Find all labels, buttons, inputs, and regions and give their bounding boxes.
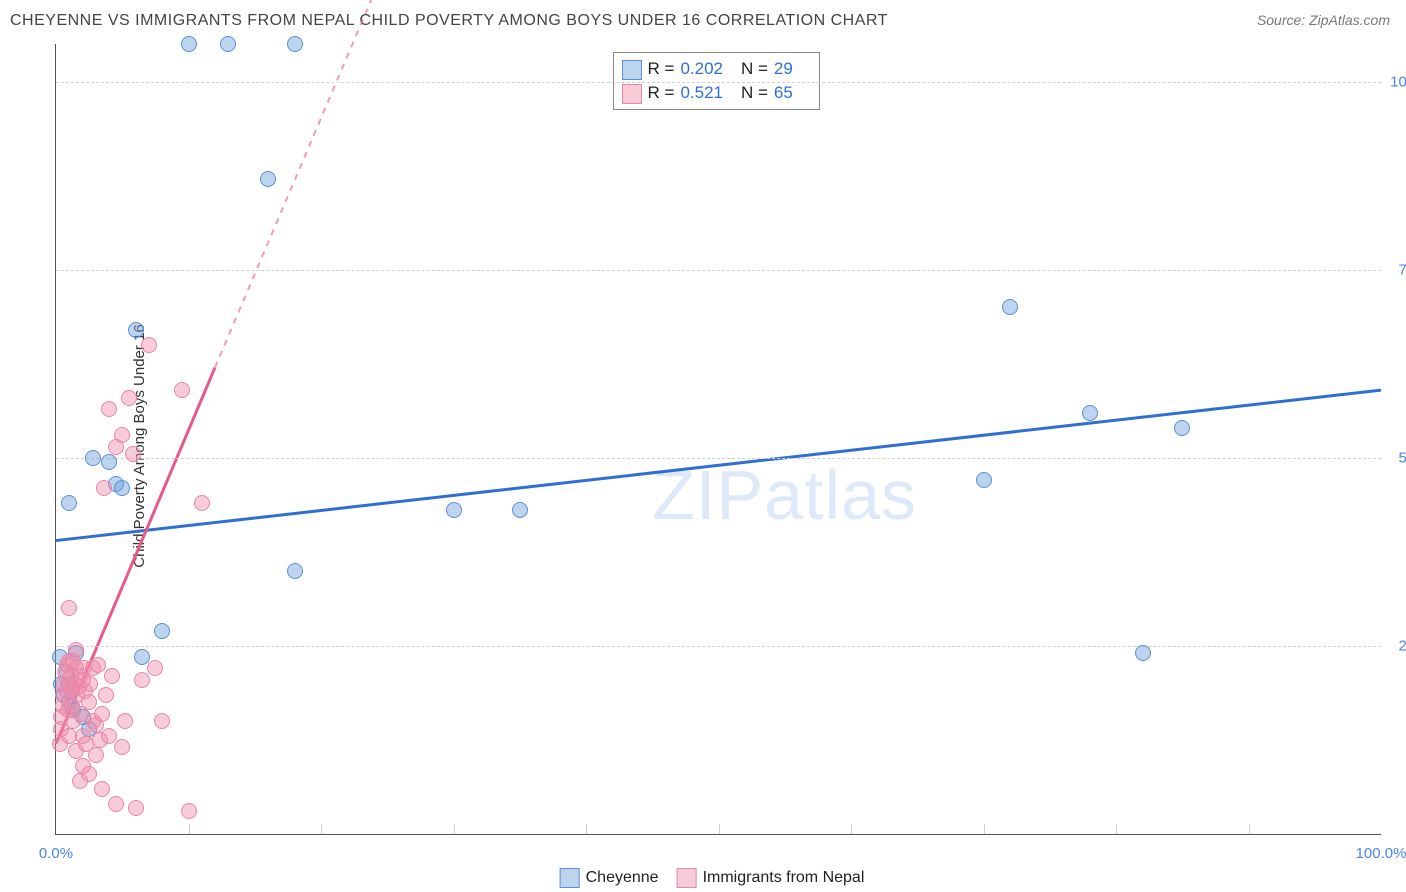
legend-swatch — [560, 868, 580, 888]
data-point — [68, 642, 84, 658]
data-point — [104, 668, 120, 684]
legend-n-label: N = — [741, 59, 768, 78]
data-point — [128, 322, 144, 338]
data-point — [181, 803, 197, 819]
data-point — [147, 660, 163, 676]
data-point — [114, 739, 130, 755]
y-tick-label: 75.0% — [1386, 261, 1406, 278]
data-point — [134, 649, 150, 665]
data-point — [101, 454, 117, 470]
x-minor-tick — [321, 824, 322, 834]
x-minor-tick — [719, 824, 720, 834]
legend-n-value: 29 — [774, 59, 793, 78]
data-point — [512, 502, 528, 518]
data-point — [134, 672, 150, 688]
y-tick-label: 100.0% — [1386, 73, 1406, 90]
data-point — [154, 623, 170, 639]
y-tick-label: 50.0% — [1386, 449, 1406, 466]
data-point — [61, 495, 77, 511]
legend-r-label: R = — [648, 83, 675, 102]
plot-area: ZIPatlas R =0.202N =29R =0.521N =65 25.0… — [55, 44, 1381, 835]
data-point — [101, 728, 117, 744]
x-minor-tick — [1116, 824, 1117, 834]
trend-lines — [56, 44, 1381, 834]
data-point — [94, 781, 110, 797]
x-minor-tick — [189, 824, 190, 834]
legend-r-value: 0.521 — [680, 83, 723, 102]
data-point — [141, 337, 157, 353]
data-point — [114, 480, 130, 496]
source-label: Source: ZipAtlas.com — [1257, 12, 1390, 28]
data-point — [1135, 645, 1151, 661]
data-point — [194, 495, 210, 511]
gridline-h — [56, 646, 1381, 647]
x-tick-label: 100.0% — [1356, 845, 1406, 862]
data-point — [287, 36, 303, 52]
legend-row: R = 0.202 N = 29 — [622, 57, 811, 81]
legend-series-label: Immigrants from Nepal — [703, 869, 865, 886]
x-minor-tick — [1249, 824, 1250, 834]
gridline-h — [56, 270, 1381, 271]
x-tick-label: 0.0% — [39, 845, 73, 862]
x-minor-tick — [586, 824, 587, 834]
data-point — [446, 502, 462, 518]
data-point — [125, 446, 141, 462]
legend-swatch — [677, 868, 697, 888]
legend-swatch — [622, 60, 642, 80]
data-point — [108, 796, 124, 812]
data-point — [85, 450, 101, 466]
data-point — [117, 713, 133, 729]
data-point — [1082, 405, 1098, 421]
legend-series-label: Cheyenne — [586, 869, 659, 886]
gridline-h — [56, 82, 1381, 83]
gridline-h — [56, 458, 1381, 459]
data-point — [81, 766, 97, 782]
data-point — [154, 713, 170, 729]
data-point — [90, 657, 106, 673]
data-point — [96, 480, 112, 496]
data-point — [82, 676, 98, 692]
legend-r-label: R = — [648, 59, 675, 78]
legend-row: R = 0.521 N = 65 — [622, 81, 811, 105]
data-point — [128, 800, 144, 816]
legend-n-label: N = — [741, 83, 768, 102]
x-minor-tick — [851, 824, 852, 834]
watermark: ZIPatlas — [652, 455, 917, 535]
data-point — [121, 390, 137, 406]
data-point — [976, 472, 992, 488]
chart-title: CHEYENNE VS IMMIGRANTS FROM NEPAL CHILD … — [10, 12, 888, 30]
legend-n-value: 65 — [774, 83, 793, 102]
data-point — [94, 706, 110, 722]
data-point — [98, 687, 114, 703]
data-point — [220, 36, 236, 52]
data-point — [1174, 420, 1190, 436]
x-minor-tick — [454, 824, 455, 834]
data-point — [114, 427, 130, 443]
data-point — [181, 36, 197, 52]
series-legend: Cheyenne Immigrants from Nepal — [542, 868, 865, 888]
data-point — [287, 563, 303, 579]
data-point — [1002, 299, 1018, 315]
x-minor-tick — [984, 824, 985, 834]
data-point — [81, 694, 97, 710]
data-point — [101, 401, 117, 417]
legend-swatch — [622, 84, 642, 104]
legend-r-value: 0.202 — [680, 59, 723, 78]
data-point — [174, 382, 190, 398]
data-point — [88, 747, 104, 763]
data-point — [61, 600, 77, 616]
data-point — [260, 171, 276, 187]
y-tick-label: 25.0% — [1386, 637, 1406, 654]
